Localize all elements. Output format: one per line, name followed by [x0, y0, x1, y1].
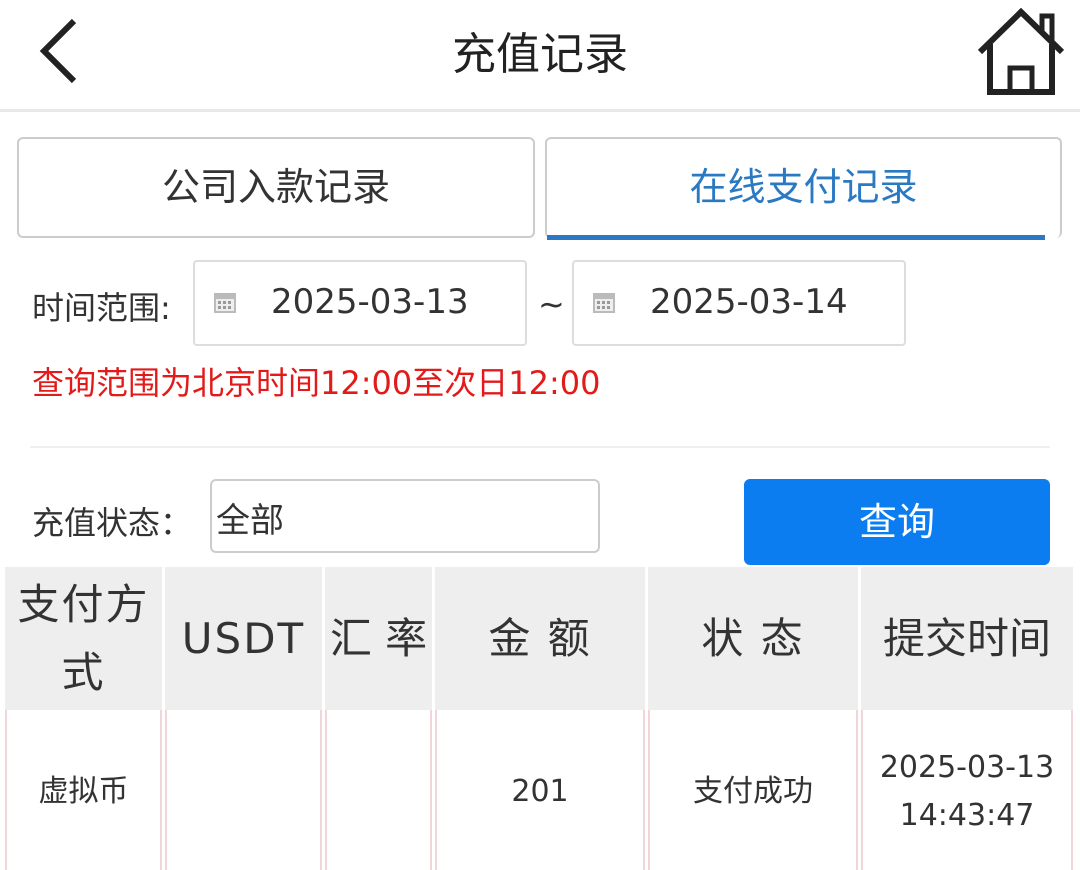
end-date-input[interactable]: 2025-03-14	[572, 260, 906, 346]
cell-status: 支付成功	[648, 710, 858, 870]
status-label: 充值状态：	[32, 504, 193, 542]
table-row: 虚拟币 201 支付成功 2025-03-13 14:43:47	[5, 710, 1073, 870]
query-range-note: 查询范围为北京时间12:00至次日12:00	[32, 364, 601, 402]
start-date-input[interactable]: 2025-03-13	[193, 260, 527, 346]
home-icon[interactable]	[976, 6, 1066, 96]
col-header-rate: 汇 率	[325, 567, 432, 710]
time-range-label: 时间范围:	[32, 289, 171, 327]
col-header-usdt: USDT	[165, 567, 322, 710]
col-header-method: 支付方式	[5, 567, 162, 710]
active-tab-indicator	[547, 235, 1045, 240]
table-header-row: 支付方式 USDT 汇 率 金 额 状 态 提交时间	[5, 567, 1073, 710]
cell-submit-time: 2025-03-13 14:43:47	[861, 710, 1073, 870]
cell-usdt	[165, 710, 322, 870]
date-separator: ~	[538, 285, 565, 323]
divider	[30, 446, 1050, 448]
records-table: 支付方式 USDT 汇 率 金 额 状 态 提交时间 虚拟币 201 支付成功 …	[2, 567, 1076, 870]
calendar-icon	[593, 293, 615, 313]
col-header-status: 状 态	[648, 567, 858, 710]
page-title: 充值记录	[452, 29, 628, 80]
col-header-amount: 金 额	[435, 567, 645, 710]
tab-online-payment[interactable]: 在线支付记录	[545, 137, 1062, 238]
cell-method: 虚拟币	[5, 710, 162, 870]
header-bar: 充值记录	[0, 0, 1080, 112]
cell-amount: 201	[435, 710, 645, 870]
col-header-submit-time: 提交时间	[861, 567, 1073, 710]
end-date-value: 2025-03-14	[650, 282, 848, 322]
cell-rate	[325, 710, 432, 870]
query-button[interactable]: 查询	[744, 479, 1050, 565]
start-date-value: 2025-03-13	[271, 282, 469, 322]
chevron-left-icon[interactable]	[30, 15, 90, 85]
status-select[interactable]: 全部	[210, 479, 600, 553]
calendar-icon	[214, 293, 236, 313]
submit-date: 2025-03-13	[879, 750, 1055, 785]
tab-company-deposit[interactable]: 公司入款记录	[17, 137, 535, 238]
submit-time: 14:43:47	[899, 798, 1035, 833]
